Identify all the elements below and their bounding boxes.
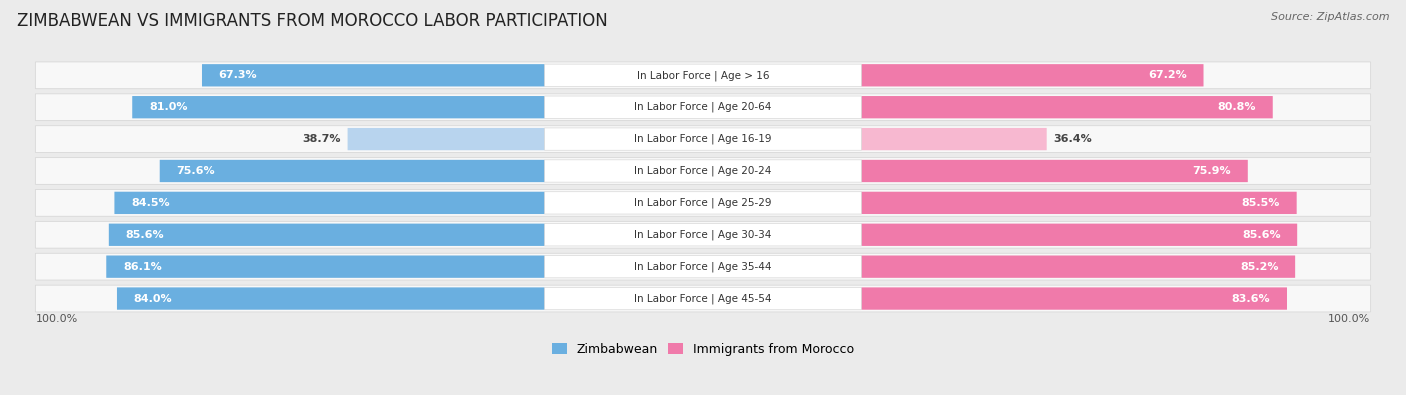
FancyBboxPatch shape (544, 192, 862, 214)
FancyBboxPatch shape (860, 160, 1247, 182)
FancyBboxPatch shape (544, 256, 862, 278)
Text: In Labor Force | Age 45-54: In Labor Force | Age 45-54 (634, 293, 772, 304)
Text: 75.9%: 75.9% (1192, 166, 1232, 176)
Legend: Zimbabwean, Immigrants from Morocco: Zimbabwean, Immigrants from Morocco (551, 343, 855, 356)
FancyBboxPatch shape (860, 288, 1286, 310)
FancyBboxPatch shape (117, 288, 546, 310)
Text: 67.3%: 67.3% (219, 70, 257, 80)
Text: 81.0%: 81.0% (149, 102, 187, 112)
Text: 80.8%: 80.8% (1218, 102, 1256, 112)
FancyBboxPatch shape (35, 62, 1371, 89)
FancyBboxPatch shape (544, 128, 862, 150)
Text: 85.6%: 85.6% (125, 230, 165, 240)
FancyBboxPatch shape (544, 288, 862, 310)
FancyBboxPatch shape (108, 224, 546, 246)
FancyBboxPatch shape (544, 96, 862, 118)
FancyBboxPatch shape (114, 192, 546, 214)
Text: 84.5%: 84.5% (131, 198, 170, 208)
FancyBboxPatch shape (35, 285, 1371, 312)
Text: 75.6%: 75.6% (176, 166, 215, 176)
Text: 84.0%: 84.0% (134, 293, 173, 303)
FancyBboxPatch shape (35, 158, 1371, 184)
Text: ZIMBABWEAN VS IMMIGRANTS FROM MOROCCO LABOR PARTICIPATION: ZIMBABWEAN VS IMMIGRANTS FROM MOROCCO LA… (17, 12, 607, 30)
Text: 67.2%: 67.2% (1149, 70, 1187, 80)
Text: In Labor Force | Age 30-34: In Labor Force | Age 30-34 (634, 229, 772, 240)
FancyBboxPatch shape (860, 128, 1046, 150)
Text: 36.4%: 36.4% (1053, 134, 1092, 144)
FancyBboxPatch shape (544, 160, 862, 182)
Text: 85.2%: 85.2% (1240, 261, 1278, 272)
FancyBboxPatch shape (347, 128, 546, 150)
FancyBboxPatch shape (35, 253, 1371, 280)
FancyBboxPatch shape (860, 64, 1204, 87)
Text: 83.6%: 83.6% (1232, 293, 1271, 303)
Text: In Labor Force | Age 20-64: In Labor Force | Age 20-64 (634, 102, 772, 113)
Text: 38.7%: 38.7% (302, 134, 340, 144)
Text: In Labor Force | Age 25-29: In Labor Force | Age 25-29 (634, 198, 772, 208)
FancyBboxPatch shape (35, 221, 1371, 248)
Text: Source: ZipAtlas.com: Source: ZipAtlas.com (1271, 12, 1389, 22)
FancyBboxPatch shape (544, 224, 862, 246)
FancyBboxPatch shape (132, 96, 546, 118)
FancyBboxPatch shape (860, 192, 1296, 214)
FancyBboxPatch shape (160, 160, 546, 182)
FancyBboxPatch shape (35, 94, 1371, 120)
FancyBboxPatch shape (35, 126, 1371, 152)
FancyBboxPatch shape (860, 256, 1295, 278)
FancyBboxPatch shape (35, 190, 1371, 216)
FancyBboxPatch shape (107, 256, 546, 278)
FancyBboxPatch shape (860, 96, 1272, 118)
FancyBboxPatch shape (860, 224, 1298, 246)
Text: 85.5%: 85.5% (1241, 198, 1279, 208)
Text: 86.1%: 86.1% (122, 261, 162, 272)
Text: 85.6%: 85.6% (1241, 230, 1281, 240)
Text: In Labor Force | Age 35-44: In Labor Force | Age 35-44 (634, 261, 772, 272)
FancyBboxPatch shape (544, 64, 862, 87)
Text: In Labor Force | Age 16-19: In Labor Force | Age 16-19 (634, 134, 772, 144)
Text: In Labor Force | Age > 16: In Labor Force | Age > 16 (637, 70, 769, 81)
FancyBboxPatch shape (202, 64, 546, 87)
Text: 100.0%: 100.0% (1329, 314, 1371, 324)
Text: 100.0%: 100.0% (35, 314, 77, 324)
Text: In Labor Force | Age 20-24: In Labor Force | Age 20-24 (634, 166, 772, 176)
